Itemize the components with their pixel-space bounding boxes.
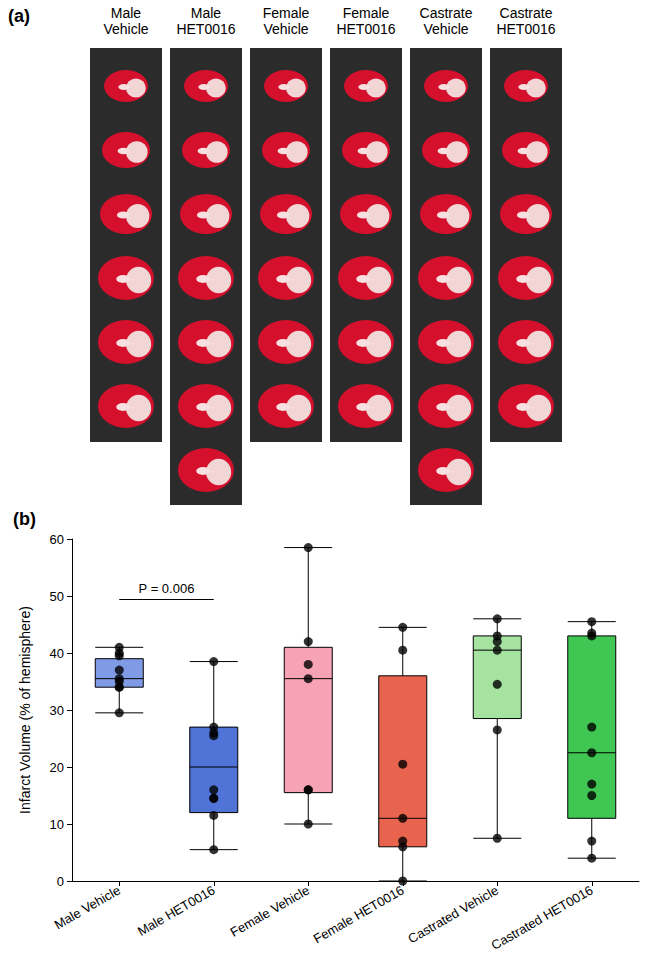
svg-text:Male: Male — [191, 5, 222, 21]
svg-text:Male HET0016: Male HET0016 — [135, 883, 218, 939]
svg-text:Infarct Volume (% of hemispher: Infarct Volume (% of hemisphere) — [17, 606, 33, 814]
svg-text:40: 40 — [50, 646, 64, 661]
svg-text:20: 20 — [50, 760, 64, 775]
svg-text:Male Vehicle: Male Vehicle — [52, 883, 123, 933]
svg-text:50: 50 — [50, 589, 64, 604]
svg-text:10: 10 — [50, 817, 64, 832]
svg-text:(b): (b) — [13, 509, 36, 529]
svg-text:30: 30 — [50, 703, 64, 718]
svg-text:Castrated Vehicle: Castrated Vehicle — [405, 883, 501, 947]
svg-text:Male: Male — [111, 5, 142, 21]
svg-text:Castrate: Castrate — [500, 5, 553, 21]
svg-text:Vehicle: Vehicle — [263, 21, 308, 37]
svg-text:HET0016: HET0016 — [176, 21, 235, 37]
svg-text:Female HET0016: Female HET0016 — [311, 883, 407, 947]
svg-text:HET0016: HET0016 — [336, 21, 395, 37]
svg-text:Castrated HET0016: Castrated HET0016 — [489, 883, 596, 953]
svg-text:Vehicle: Vehicle — [103, 21, 148, 37]
svg-text:Vehicle: Vehicle — [423, 21, 468, 37]
svg-text:60: 60 — [50, 532, 64, 547]
svg-text:Castrate: Castrate — [420, 5, 473, 21]
svg-text:Female: Female — [343, 5, 390, 21]
svg-text:0: 0 — [57, 874, 64, 889]
svg-text:Female: Female — [263, 5, 310, 21]
svg-text:P = 0.006: P = 0.006 — [139, 581, 195, 596]
svg-text:(a): (a) — [8, 6, 30, 26]
svg-text:Female Vehicle: Female Vehicle — [228, 883, 312, 940]
svg-text:HET0016: HET0016 — [496, 21, 555, 37]
